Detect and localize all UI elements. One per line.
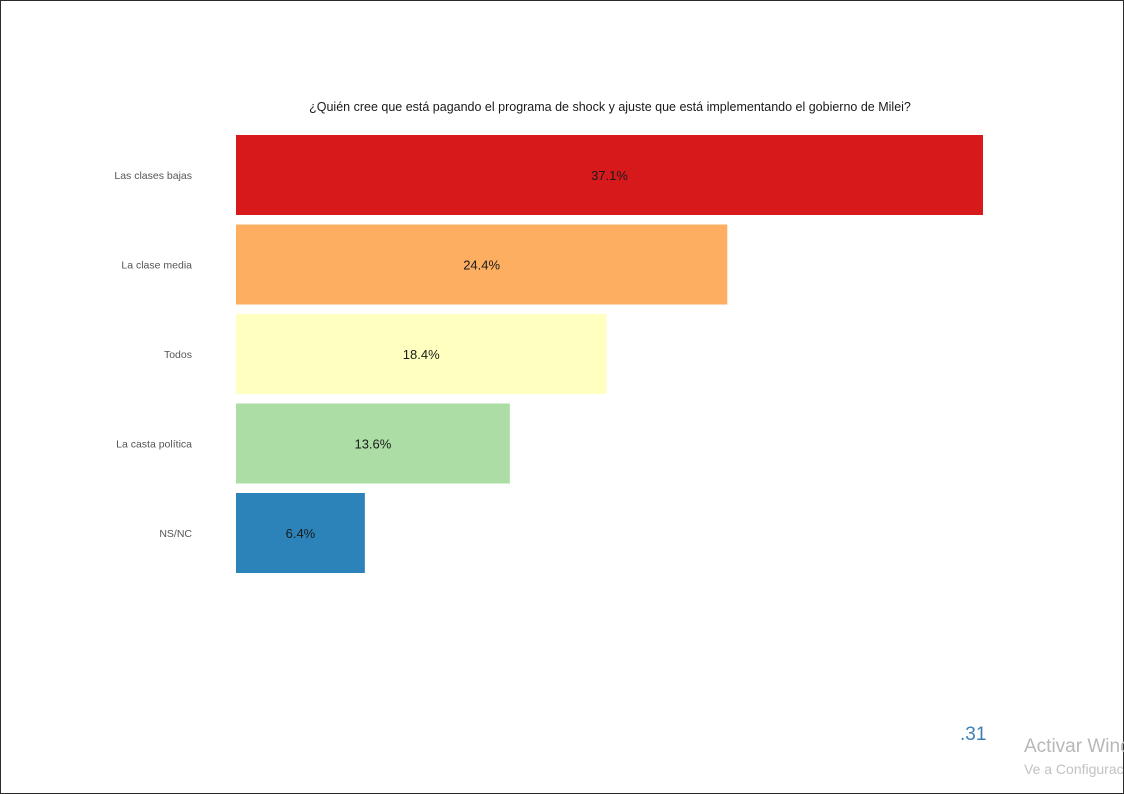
category-label: La clase media bbox=[121, 260, 192, 272]
page-number: .31 bbox=[960, 724, 987, 745]
bar-1 bbox=[236, 224, 728, 305]
category-label: Las clases bajas bbox=[114, 170, 192, 182]
category-label: La casta política bbox=[116, 439, 192, 451]
data-label: 24.4% bbox=[463, 258, 500, 273]
data-label: 37.1% bbox=[591, 168, 628, 183]
data-label: 6.4% bbox=[286, 526, 316, 541]
category-label: Todos bbox=[164, 349, 192, 361]
data-label: 18.4% bbox=[403, 347, 440, 362]
chart-title: ¿Quién cree que está pagando el programa… bbox=[309, 100, 911, 114]
bar-2 bbox=[236, 314, 607, 394]
bar-3 bbox=[236, 403, 510, 484]
activation-watermark-subtitle: Ve a Configuración bbox=[1024, 761, 1124, 777]
bar-4 bbox=[236, 493, 365, 573]
activation-watermark-title: Activar Windows bbox=[1024, 736, 1124, 757]
category-label: NS/NC bbox=[159, 528, 192, 540]
data-label: 13.6% bbox=[354, 437, 391, 452]
bar-0 bbox=[236, 135, 983, 215]
